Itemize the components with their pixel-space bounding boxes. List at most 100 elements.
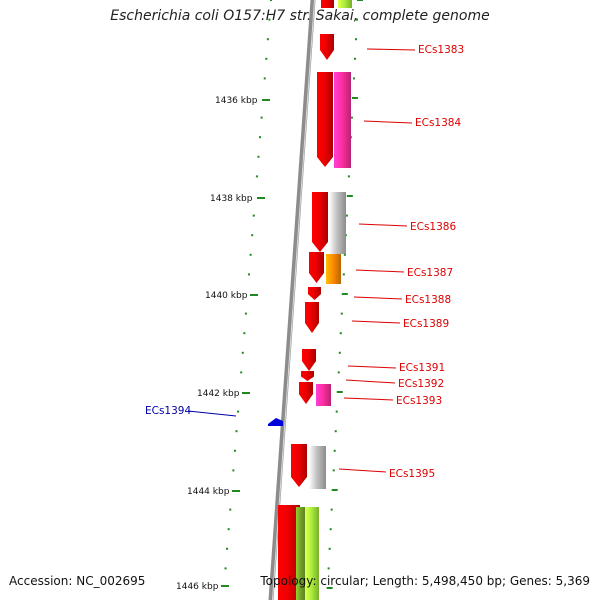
scale-dot (330, 508, 333, 511)
gene-label-ecs1392[interactable]: ECs1392 (398, 378, 444, 390)
genome-backbone-highlight (272, 0, 315, 600)
scale-dot (354, 38, 357, 41)
accession-text: Accession: NC_002695 (9, 574, 146, 588)
gene-label-ecs1391[interactable]: ECs1391 (399, 362, 445, 374)
scale-dot (257, 155, 260, 158)
kbp-tick-label: 1436 kbp (215, 96, 258, 106)
gene-feature-ecs1387-orange (326, 254, 341, 284)
scale-dot (345, 214, 348, 217)
kbp-tick-label: 1444 kbp (187, 487, 230, 497)
scale-dot (337, 371, 340, 374)
gene-callout-line (338, 468, 387, 473)
gene-callout-line (358, 223, 408, 227)
kbp-tick-label: 1438 kbp (210, 194, 253, 204)
scale-dot (326, 587, 333, 589)
scale-dot (331, 489, 338, 491)
scale-dot (333, 449, 336, 452)
scale-dot (329, 528, 332, 531)
gene-feature-top-lime (338, 0, 352, 8)
gene-callout-line (347, 365, 397, 369)
gene-feature-top-red (321, 0, 334, 8)
gene-feature-ecs1384 (317, 72, 333, 167)
gene-label-ecs1387[interactable]: ECs1387 (407, 267, 453, 279)
kbp-tick-label: 1446 kbp (176, 582, 219, 592)
gene-label-ecs1393[interactable]: ECs1393 (396, 395, 442, 407)
gene-features (268, 0, 352, 600)
scale-dot (240, 371, 243, 374)
scale-dot (251, 234, 254, 237)
scale-dot (259, 136, 262, 139)
scale-dot (227, 528, 230, 531)
gene-label-ecs1394[interactable]: ECs1394 (145, 405, 191, 417)
kbp-tick-mark (221, 585, 229, 587)
kbp-tick-mark (262, 99, 270, 101)
gene-label-ecs1384[interactable]: ECs1384 (415, 117, 461, 129)
gene-feature-ecs1392 (301, 371, 314, 381)
scale-dot (350, 116, 353, 119)
gene-feature-ecs1394 (268, 418, 283, 426)
gene-feature-ecs1387 (309, 252, 324, 283)
gene-feature-ecs1389 (305, 302, 319, 333)
kbp-tick-label: 1440 kbp (205, 291, 248, 301)
inner-scale-dots (224, 0, 272, 570)
gene-feature-ecs1391 (302, 349, 316, 371)
scale-dot (343, 253, 346, 256)
scale-dot (338, 351, 341, 354)
gene-feature-ecs1388 (308, 287, 321, 300)
topology-text: Topology: circular; Length: 5,498,450 bp… (260, 574, 590, 588)
map-title: Escherichia coli O157:H7 str. Sakai, com… (110, 8, 490, 24)
gene-feature-ecs1384-pink (334, 72, 351, 168)
gene-label-ecs1389[interactable]: ECs1389 (403, 318, 449, 330)
kbp-tick-mark (250, 294, 258, 296)
gene-feature-ecs1393 (299, 382, 313, 404)
gene-feature-ecs1386 (312, 192, 328, 252)
gene-feature-ecs1393-pink (316, 384, 331, 406)
scale-dot (224, 567, 227, 570)
scale-dot (235, 430, 238, 433)
scale-dot (229, 508, 232, 511)
gene-feature-ecs1395 (291, 444, 307, 487)
gene-callout-line (351, 320, 401, 324)
gene-callout-line (343, 397, 394, 401)
gene-callout-line (366, 48, 416, 51)
gene-feature-bottom-lime (305, 507, 319, 600)
scale-dot (248, 273, 251, 276)
gene-label-ecs1388[interactable]: ECs1388 (405, 294, 451, 306)
scale-dot (357, 0, 363, 1)
scale-dot (346, 195, 353, 197)
gene-label-ecs1386[interactable]: ECs1386 (410, 221, 456, 233)
scale-dot (352, 77, 355, 80)
scale-dot (340, 312, 343, 315)
scale-dot (252, 214, 255, 217)
scale-dot (327, 567, 330, 570)
gene-callout-line (363, 120, 413, 124)
scale-dot (268, 18, 271, 21)
scale-dot (353, 57, 356, 60)
scale-dot (263, 77, 266, 80)
scale-dot (342, 273, 345, 276)
scale-dot (255, 175, 258, 178)
scale-dot (243, 332, 246, 335)
gene-callout-line (345, 379, 396, 384)
gene-callout-line (353, 296, 403, 300)
scale-dot (335, 410, 338, 413)
scale-dot (334, 430, 337, 433)
kbp-tick-label: 1442 kbp (197, 389, 240, 399)
gene-callouts: ECs1383 ECs1384 ECs1386 ECs1387 ECs1388 ECs13… (145, 44, 464, 480)
gene-label-ecs1383[interactable]: ECs1383 (418, 44, 464, 56)
scale-dot (347, 175, 350, 178)
scale-dot (244, 312, 247, 315)
scale-dot (328, 547, 331, 550)
scale-dot (339, 332, 342, 335)
gene-callout-line (355, 269, 405, 273)
scale-dot (241, 351, 244, 354)
kbp-tick-mark (232, 490, 240, 492)
scale-dot (351, 97, 358, 99)
kbp-tick-mark (257, 197, 265, 199)
scale-dot (355, 18, 358, 21)
scale-dot (226, 547, 229, 550)
gene-feature-ecs1383 (320, 34, 334, 60)
gene-label-ecs1395[interactable]: ECs1395 (389, 468, 435, 480)
